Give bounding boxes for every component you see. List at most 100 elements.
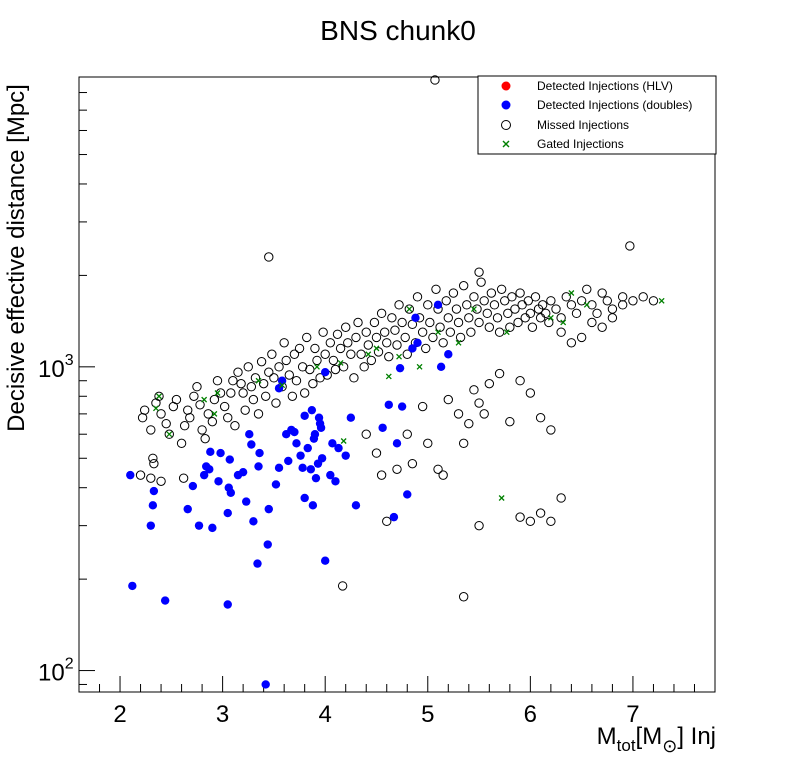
point-missed — [451, 304, 462, 314]
point-missed — [228, 376, 238, 386]
series-2 — [135, 75, 659, 602]
point-missed — [402, 349, 412, 359]
point-doubles — [188, 481, 198, 491]
point-missed — [556, 327, 566, 337]
point-missed — [373, 347, 384, 357]
point-missed — [571, 308, 582, 319]
legend-marker-hlv — [501, 81, 511, 91]
point-missed — [223, 413, 233, 423]
point-missed — [505, 416, 515, 427]
point-missed — [332, 329, 343, 339]
point-doubles — [310, 430, 320, 439]
point-gated — [406, 306, 413, 312]
y-axis-ticks — [79, 76, 95, 685]
point-missed — [287, 391, 298, 401]
point-missed — [371, 448, 382, 458]
point-missed — [566, 338, 577, 348]
point-missed — [185, 413, 195, 423]
point-doubles — [223, 600, 232, 609]
point-missed — [510, 304, 520, 314]
x-axis-ticks — [78, 676, 716, 692]
point-doubles — [397, 402, 407, 411]
point-doubles — [311, 473, 321, 483]
point-missed — [371, 332, 382, 343]
point-gated — [560, 319, 567, 326]
point-doubles — [264, 504, 273, 514]
point-missed — [154, 391, 164, 401]
point-missed — [535, 313, 546, 323]
point-doubles — [433, 300, 443, 310]
point-doubles — [205, 465, 214, 474]
point-missed — [200, 433, 210, 444]
point-missed — [453, 317, 464, 328]
point-missed — [320, 349, 330, 359]
point-gated — [211, 410, 218, 417]
point-missed — [472, 304, 482, 314]
point-gated — [658, 297, 665, 304]
point-doubles — [307, 405, 317, 415]
point-missed — [209, 394, 220, 405]
point-missed — [353, 317, 363, 328]
point-missed — [135, 470, 146, 480]
legend-marker-missed — [501, 120, 511, 130]
point-missed — [392, 340, 402, 350]
point-gated — [470, 306, 477, 312]
point-missed — [308, 378, 318, 389]
y-tick-label: 102 — [38, 656, 74, 687]
point-missed — [238, 388, 248, 398]
point-doubles — [306, 465, 316, 474]
point-missed — [438, 470, 448, 480]
point-doubles — [389, 512, 399, 522]
point-missed — [219, 401, 230, 412]
point-doubles — [300, 493, 309, 503]
point-gated — [152, 405, 159, 412]
point-missed — [281, 355, 291, 366]
point-missed — [503, 308, 513, 319]
x-tick-label: 6 — [524, 701, 537, 728]
point-missed — [149, 458, 159, 469]
point-missed — [146, 473, 156, 483]
point-missed — [412, 292, 423, 302]
point-missed — [250, 373, 261, 383]
point-missed — [517, 300, 527, 310]
point-doubles — [413, 338, 422, 347]
point-gated — [214, 390, 221, 396]
point-missed — [284, 370, 294, 380]
point-gated — [435, 329, 441, 336]
point-missed — [469, 292, 479, 302]
point-doubles — [261, 680, 270, 689]
point-missed — [382, 338, 392, 348]
point-missed — [537, 300, 548, 310]
point-missed — [207, 416, 218, 427]
point-missed — [474, 267, 484, 277]
point-missed — [197, 425, 207, 435]
point-missed — [648, 296, 659, 306]
point-missed — [212, 376, 223, 386]
point-missed — [582, 284, 592, 294]
point-doubles — [326, 470, 335, 480]
point-missed — [556, 313, 566, 323]
point-missed — [289, 349, 300, 359]
point-doubles — [392, 439, 402, 448]
point-gated — [547, 314, 554, 321]
point-missed — [597, 322, 607, 332]
point-missed — [382, 516, 392, 527]
point-missed — [523, 296, 534, 306]
point-missed — [587, 300, 597, 310]
plot-frame — [78, 76, 716, 693]
point-missed — [448, 288, 459, 298]
point-missed — [464, 313, 474, 323]
point-missed — [466, 327, 476, 337]
point-missed — [445, 327, 456, 337]
point-missed — [435, 322, 445, 332]
point-missed — [544, 317, 554, 328]
point-gated — [568, 290, 575, 296]
point-missed — [592, 308, 602, 319]
y-axis-title: Decisive effective distance [Mpc] — [3, 84, 30, 432]
point-missed — [458, 438, 469, 449]
point-missed — [176, 438, 187, 449]
point-missed — [139, 405, 150, 415]
point-doubles — [334, 443, 343, 453]
point-doubles — [444, 350, 453, 359]
point-missed — [189, 391, 199, 401]
